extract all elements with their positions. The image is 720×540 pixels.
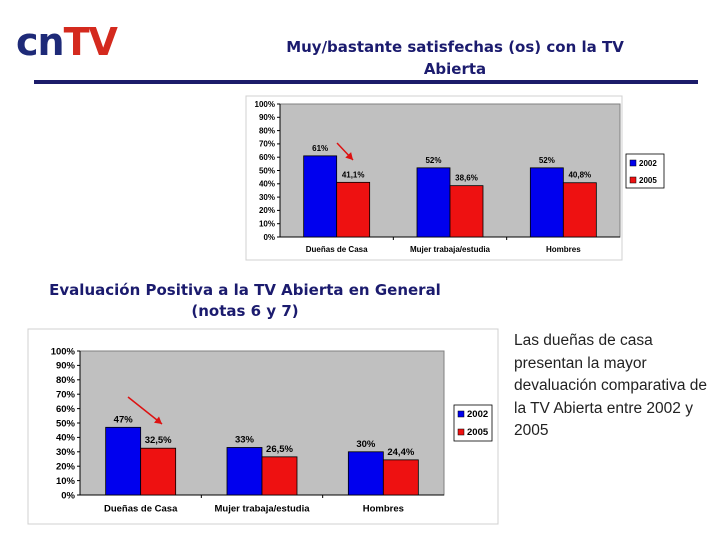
y-tick-label: 10%: [259, 220, 275, 229]
data-label: 47%: [114, 414, 134, 425]
y-tick-label: 90%: [259, 113, 275, 122]
bar-2002-2: [226, 447, 263, 496]
y-tick-label: 40%: [259, 180, 275, 189]
commentary-text: Las dueñas de casa presentan la mayor de…: [514, 332, 708, 440]
data-label: 52%: [539, 156, 555, 165]
logo-tv: TV: [63, 20, 118, 64]
y-tick-label: 20%: [259, 206, 275, 215]
data-label: 26,5%: [266, 444, 293, 455]
legend-swatch-2005: [457, 428, 465, 436]
logo-cn: cn: [16, 20, 65, 64]
data-label: 24,4%: [387, 447, 414, 458]
y-tick-label: 50%: [259, 166, 275, 175]
annotation-arrow-line: [127, 396, 163, 425]
y-tick-label: 60%: [56, 404, 76, 415]
x-tick-label: Mujer trabaja/estudia: [214, 504, 310, 515]
x-tick-label: Dueñas de Casa: [104, 504, 178, 515]
x-tick-label: Hombres: [363, 504, 404, 515]
y-tick-label: 30%: [259, 193, 275, 202]
chart2-title: Evaluación Positiva a la TV Abierta en G…: [49, 281, 441, 320]
data-label: 61%: [312, 144, 328, 153]
data-label: 52%: [425, 156, 441, 165]
y-tick-label: 0%: [263, 233, 275, 242]
data-label: 40,8%: [568, 171, 591, 180]
y-tick-label: 70%: [56, 390, 76, 401]
legend-label-2005: 2005: [467, 427, 489, 438]
bar-2002-1: [105, 426, 142, 496]
legend-swatch-2002: [629, 159, 637, 167]
chart1-title: Muy/bastante satisfechas (os) con la TV …: [286, 38, 624, 78]
legend-label-2005: 2005: [639, 176, 657, 185]
data-label: 30%: [356, 439, 376, 450]
y-tick-label: 50%: [56, 418, 76, 429]
annotation-arrow-head: [154, 416, 162, 424]
y-tick-label: 60%: [259, 153, 275, 162]
y-tick-label: 20%: [56, 462, 76, 473]
legend-label-2002: 2002: [639, 159, 657, 168]
cntv-logo: cnTV: [16, 20, 118, 64]
y-tick-label: 30%: [56, 447, 76, 458]
y-tick-label: 100%: [51, 346, 76, 357]
bar-2002-3: [347, 451, 384, 496]
legend-swatch-2002: [457, 410, 465, 418]
x-tick-label: Mujer trabaja/estudia: [410, 245, 491, 254]
legend-swatch-2005: [629, 176, 637, 184]
y-tick-label: 80%: [259, 126, 275, 135]
bar-2005-3: [562, 182, 597, 238]
header-divider: [34, 80, 698, 84]
data-label: 41,1%: [342, 170, 365, 179]
bar-2005-3: [382, 459, 419, 496]
bar-2005-1: [336, 181, 371, 238]
bar-2005-2: [449, 185, 484, 238]
bar-2005-1: [140, 447, 177, 496]
y-tick-label: 100%: [255, 100, 275, 109]
x-tick-label: Hombres: [546, 245, 581, 254]
bar-2005-2: [261, 456, 298, 496]
y-tick-label: 90%: [56, 361, 76, 372]
y-tick-label: 10%: [56, 476, 76, 487]
bar-2002-2: [416, 167, 451, 238]
y-tick-label: 80%: [56, 375, 76, 386]
data-label: 38,6%: [455, 174, 478, 183]
x-tick-label: Dueñas de Casa: [306, 245, 368, 254]
data-label: 32,5%: [145, 435, 172, 446]
data-label: 33%: [235, 434, 255, 445]
y-tick-label: 0%: [61, 490, 75, 501]
y-tick-label: 40%: [56, 433, 76, 444]
annotation-arrow-head: [345, 152, 353, 160]
y-tick-label: 70%: [259, 140, 275, 149]
legend-label-2002: 2002: [467, 409, 488, 420]
bar-2002-3: [529, 167, 564, 238]
